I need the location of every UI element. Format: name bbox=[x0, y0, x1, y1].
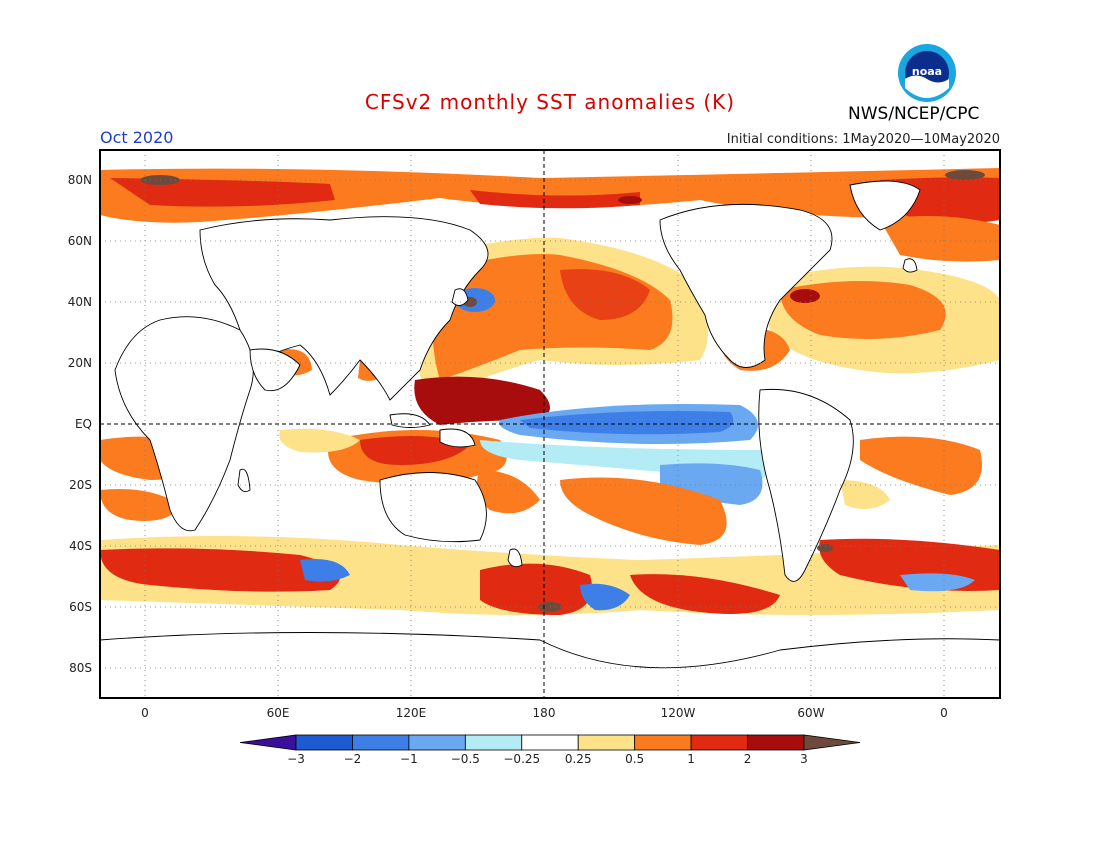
initial-conditions: Initial conditions: 1May2020—10May2020 bbox=[726, 132, 1000, 147]
lon-label: 120W bbox=[661, 706, 696, 720]
equator-dateline bbox=[100, 150, 1000, 698]
lon-label: 0 bbox=[940, 706, 948, 720]
colorbar-label: −0.25 bbox=[503, 752, 540, 766]
colorbar-label: 1 bbox=[687, 752, 695, 766]
lat-label: 80S bbox=[69, 661, 92, 675]
colorbar-label: −3 bbox=[287, 752, 305, 766]
lat-label: 20N bbox=[68, 356, 92, 370]
lat-label: 60N bbox=[68, 234, 92, 248]
forecast-month: Oct 2020 bbox=[100, 128, 174, 147]
lon-label: 60E bbox=[267, 706, 290, 720]
colorbar-swatch bbox=[464, 734, 523, 751]
colorbar-label: 3 bbox=[800, 752, 808, 766]
lon-label: 180 bbox=[533, 706, 556, 720]
longitude-labels: 0 60E 120E 180 120W 60W 0 bbox=[141, 706, 948, 720]
lon-label: 120E bbox=[396, 706, 427, 720]
coastlines bbox=[100, 180, 1000, 698]
lat-label: 80N bbox=[68, 173, 92, 187]
map-title: CFSv2 monthly SST anomalies (K) bbox=[364, 90, 736, 114]
colorbar-label: −2 bbox=[344, 752, 362, 766]
lat-label: 40N bbox=[68, 295, 92, 309]
colorbar-label: 2 bbox=[744, 752, 752, 766]
lon-label: 0 bbox=[141, 706, 149, 720]
colorbar-swatch bbox=[408, 734, 466, 751]
colorbar-swatch bbox=[577, 734, 636, 751]
colorbar-label: −1 bbox=[400, 752, 418, 766]
colorbar-swatch bbox=[634, 734, 692, 751]
lat-label: 60S bbox=[69, 600, 92, 614]
colorbar-max-arrow bbox=[803, 734, 861, 751]
lat-label: 20S bbox=[69, 478, 92, 492]
colorbar-min-arrow bbox=[239, 734, 297, 751]
svg-text:noaa: noaa bbox=[912, 65, 942, 78]
colorbar-swatch bbox=[295, 734, 353, 751]
lon-label: 60W bbox=[797, 706, 824, 720]
map-frame bbox=[99, 149, 1001, 699]
latitude-labels: 80N 60N 40N 20N EQ 20S 40S 60S 80S bbox=[68, 173, 92, 675]
lat-label: EQ bbox=[75, 417, 92, 431]
colorbar-label: −0.5 bbox=[451, 752, 480, 766]
colorbar: −3 −2 −1 −0.5 −0.25 0.25 0.5 1 2 3 bbox=[239, 734, 861, 766]
colorbar-swatch bbox=[690, 734, 748, 751]
colorbar-swatch bbox=[352, 734, 410, 751]
colorbar-label: 0.5 bbox=[625, 752, 644, 766]
lat-label: 40S bbox=[69, 539, 92, 553]
graticule bbox=[100, 150, 1000, 698]
organization-label: NWS/NCEP/CPC bbox=[848, 104, 980, 124]
colorbar-swatch bbox=[747, 734, 805, 751]
noaa-logo: noaa bbox=[896, 42, 958, 108]
colorbar-label: 0.25 bbox=[565, 752, 592, 766]
colorbar-swatch bbox=[521, 734, 579, 751]
